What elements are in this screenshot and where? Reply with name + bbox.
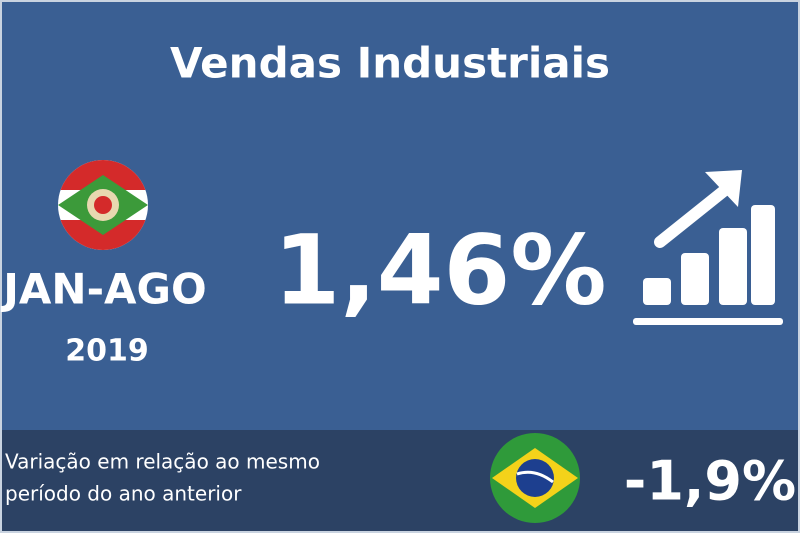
title: Vendas Industriais: [170, 39, 610, 88]
footer-band: [0, 430, 800, 533]
growth-icon: [633, 170, 783, 325]
footer-text: período do ano anterior: [5, 482, 242, 506]
year: 2019: [65, 334, 149, 369]
state-flag: [58, 160, 148, 250]
footer-text: Variação em relação ao mesmo: [5, 450, 320, 474]
main-value: 1,46%: [273, 214, 606, 326]
footer-value: -1,9%: [624, 450, 796, 513]
period: JAN-AGO: [0, 265, 206, 314]
country-flag: [490, 433, 580, 523]
